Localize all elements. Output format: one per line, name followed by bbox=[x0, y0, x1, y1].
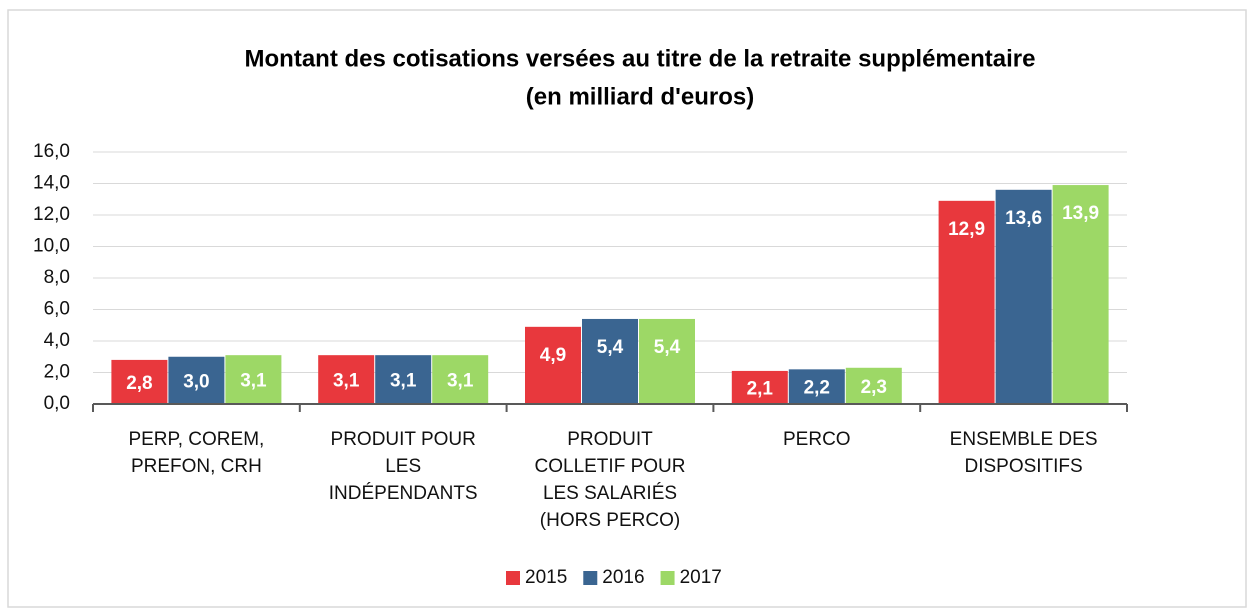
legend-swatch bbox=[660, 571, 675, 585]
bar bbox=[225, 355, 282, 404]
chart-title: (en milliard d'euros) bbox=[526, 83, 754, 110]
data-label: 3,1 bbox=[447, 371, 474, 392]
legend-swatch bbox=[506, 571, 520, 585]
legend-label: 2017 bbox=[680, 567, 722, 588]
y-tick-label: 6,0 bbox=[44, 299, 70, 320]
data-label: 2,1 bbox=[747, 378, 774, 399]
bar bbox=[731, 370, 788, 404]
bar bbox=[318, 355, 375, 404]
data-label: 3,1 bbox=[333, 371, 360, 392]
x-tick-label: PERCO bbox=[783, 429, 851, 450]
y-tick-label: 14,0 bbox=[33, 173, 70, 194]
chart-title: Montant des cotisations versées au titre… bbox=[245, 45, 1036, 72]
legend-label: 2016 bbox=[602, 567, 644, 588]
bar bbox=[525, 326, 581, 404]
y-tick-label: 4,0 bbox=[44, 330, 70, 351]
data-label: 5,4 bbox=[654, 337, 681, 358]
bar bbox=[938, 200, 995, 404]
data-label: 13,6 bbox=[1005, 208, 1042, 229]
y-tick-label: 12,0 bbox=[33, 204, 70, 225]
data-label: 13,9 bbox=[1062, 203, 1099, 224]
y-tick-label: 10,0 bbox=[33, 236, 70, 257]
y-tick-label: 8,0 bbox=[44, 267, 70, 288]
bar bbox=[168, 356, 225, 404]
y-tick-label: 16,0 bbox=[33, 141, 70, 162]
x-tick-label: PRODUIT POUR LES INDÉPENDANTS bbox=[328, 429, 478, 504]
data-label: 2,2 bbox=[804, 378, 830, 399]
bar bbox=[788, 369, 845, 404]
data-label: 3,1 bbox=[390, 371, 417, 392]
data-label: 3,1 bbox=[240, 371, 267, 392]
x-tick-label: PERP, COREM, PREFON, CRH bbox=[128, 429, 265, 477]
data-label: 5,4 bbox=[597, 337, 624, 358]
bar bbox=[432, 355, 489, 404]
data-label: 4,9 bbox=[540, 345, 566, 366]
bar bbox=[639, 318, 695, 404]
legend-swatch bbox=[583, 571, 598, 585]
data-label: 2,8 bbox=[126, 373, 152, 394]
bar bbox=[1052, 185, 1109, 404]
legend-label: 2015 bbox=[525, 567, 567, 588]
x-tick-label: PRODUIT COLLETIF POUR LES SALARIÉS (HORS… bbox=[534, 429, 686, 531]
bar bbox=[582, 318, 638, 404]
bar bbox=[375, 355, 432, 404]
y-tick-label: 0,0 bbox=[44, 393, 70, 414]
bar bbox=[111, 359, 168, 404]
bar bbox=[995, 189, 1052, 404]
y-tick-label: 2,0 bbox=[44, 362, 70, 383]
x-tick-label: ENSEMBLE DES DISPOSITIFS bbox=[949, 429, 1098, 477]
data-label: 3,0 bbox=[183, 371, 209, 392]
data-label: 12,9 bbox=[948, 219, 985, 240]
bar bbox=[845, 367, 902, 404]
data-label: 2,3 bbox=[861, 377, 887, 398]
